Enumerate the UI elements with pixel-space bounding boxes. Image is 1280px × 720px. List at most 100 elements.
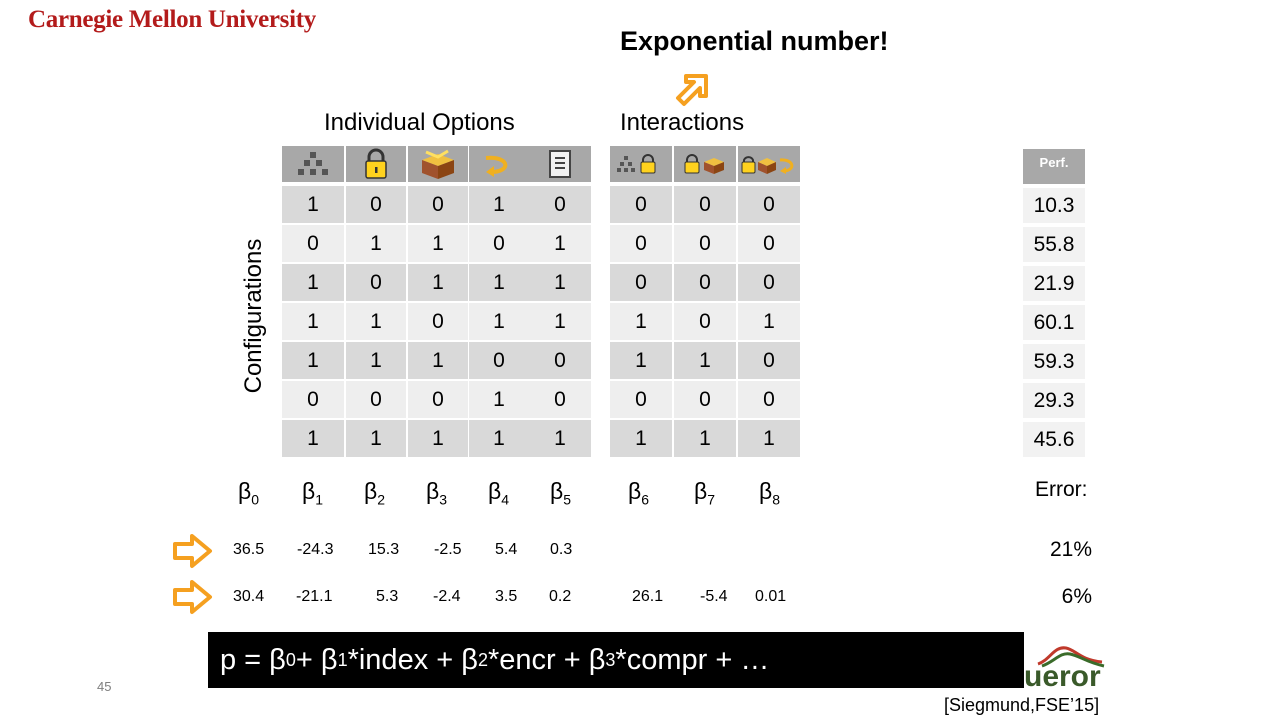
matrix-cell: 1 bbox=[469, 264, 529, 301]
beta-symbol: β bbox=[694, 478, 708, 504]
matrix-cell: 0 bbox=[738, 225, 800, 262]
lock-box-icon bbox=[684, 154, 724, 174]
beta-label: β7 bbox=[694, 478, 715, 508]
beta-index: 3 bbox=[439, 491, 448, 508]
matrix-cell: 0 bbox=[282, 225, 344, 262]
perf-value: 60.1 bbox=[1023, 305, 1085, 340]
beta-symbol: β bbox=[302, 478, 316, 504]
matrix-cell: 0 bbox=[674, 303, 736, 340]
matrix-cell: 1 bbox=[346, 225, 406, 262]
matrix-cell: 1 bbox=[282, 420, 344, 457]
model2-coefficient: 5.3 bbox=[376, 588, 399, 605]
matrix-cell: 1 bbox=[610, 303, 672, 340]
matrix-cell: 1 bbox=[610, 420, 672, 457]
beta-index: 4 bbox=[501, 491, 510, 508]
arrow-option-header bbox=[469, 146, 529, 182]
beta-index: 2 bbox=[377, 491, 386, 508]
arrow-icon bbox=[485, 155, 508, 177]
matrix-cell: 0 bbox=[529, 342, 591, 379]
formula-part: 3 bbox=[605, 649, 616, 670]
beta-label: β8 bbox=[759, 478, 780, 508]
interactions-label: Interactions bbox=[620, 109, 745, 136]
matrix-cell: 1 bbox=[408, 420, 468, 457]
matrix-cell: 0 bbox=[674, 381, 736, 418]
lock-box-interaction-header bbox=[674, 146, 736, 182]
document-icon bbox=[549, 150, 571, 178]
individual-options-label: Individual Options bbox=[324, 109, 515, 136]
model1-coefficient: 36.5 bbox=[233, 541, 265, 558]
formula-part: 0 bbox=[285, 649, 296, 670]
matrix-cell: 0 bbox=[346, 186, 406, 223]
model2-coefficient: 30.4 bbox=[233, 588, 265, 605]
tool-logo-text: ueror bbox=[1024, 660, 1101, 693]
model1-error: 21% bbox=[1049, 538, 1092, 561]
matrix-cell: 0 bbox=[529, 381, 591, 418]
beta-index: 7 bbox=[707, 491, 716, 508]
matrix-cell: 1 bbox=[674, 420, 736, 457]
matrix-cell: 0 bbox=[469, 225, 529, 262]
matrix-cell: 1 bbox=[282, 264, 344, 301]
matrix-cell: 1 bbox=[408, 225, 468, 262]
matrix-cell: 0 bbox=[408, 381, 468, 418]
model2-coefficient: -2.4 bbox=[433, 588, 461, 605]
matrix-cell: 1 bbox=[408, 342, 468, 379]
perf-value: 29.3 bbox=[1023, 383, 1085, 418]
matrix-cell: 0 bbox=[738, 381, 800, 418]
matrix-cell: 1 bbox=[674, 342, 736, 379]
matrix-cell: 1 bbox=[282, 186, 344, 223]
matrix-cell: 1 bbox=[469, 420, 529, 457]
matrix-cell: 1 bbox=[469, 303, 529, 340]
perf-value: 10.3 bbox=[1023, 188, 1085, 223]
university-logo: Carnegie Mellon University bbox=[28, 6, 316, 33]
beta-symbol: β bbox=[628, 478, 642, 504]
formula-part: 1 bbox=[337, 649, 348, 670]
matrix-cell: 1 bbox=[529, 303, 591, 340]
formula-prefix: p = β bbox=[220, 643, 286, 676]
lock-box-arrow-icon bbox=[741, 156, 794, 174]
matrix-cell: 0 bbox=[674, 264, 736, 301]
matrix-cell: 0 bbox=[408, 303, 468, 340]
encryption-option-header bbox=[346, 146, 406, 182]
model2-coefficient: -5.4 bbox=[700, 588, 728, 605]
beta-symbol: β bbox=[488, 478, 502, 504]
lock-box-arrow-interaction-header bbox=[738, 146, 800, 182]
index-icon bbox=[298, 152, 328, 175]
matrix-cell: 0 bbox=[529, 186, 591, 223]
matrix-cell: 1 bbox=[529, 264, 591, 301]
perf-value: 59.3 bbox=[1023, 344, 1085, 379]
matrix-cell: 0 bbox=[610, 381, 672, 418]
beta-symbol: β bbox=[238, 478, 252, 504]
box-icon bbox=[422, 149, 454, 179]
beta-index: 1 bbox=[315, 491, 324, 508]
matrix-cell: 1 bbox=[529, 225, 591, 262]
beta-symbol: β bbox=[550, 478, 564, 504]
matrix-cell: 1 bbox=[346, 342, 406, 379]
perf-header: Perf. bbox=[1023, 149, 1085, 184]
beta-label: β4 bbox=[488, 478, 509, 508]
configurations-label: Configurations bbox=[240, 238, 267, 394]
beta-index: 6 bbox=[641, 491, 650, 508]
formula-part: + β bbox=[295, 643, 338, 676]
matrix-cell: 1 bbox=[469, 186, 529, 223]
matrix-cell: 0 bbox=[674, 186, 736, 223]
matrix-cell: 1 bbox=[282, 303, 344, 340]
matrix-cell: 0 bbox=[469, 342, 529, 379]
perf-value: 55.8 bbox=[1023, 227, 1085, 262]
matrix-cell: 0 bbox=[346, 264, 406, 301]
matrix-cell: 0 bbox=[610, 186, 672, 223]
model1-coefficient: -24.3 bbox=[297, 541, 334, 558]
beta-label: β1 bbox=[302, 478, 323, 508]
arrow-right-icon bbox=[173, 580, 212, 614]
beta-index: 0 bbox=[251, 491, 260, 508]
beta-label: β0 bbox=[238, 478, 259, 508]
beta-symbol: β bbox=[426, 478, 440, 504]
matrix-cell: 1 bbox=[469, 381, 529, 418]
matrix-cell: 1 bbox=[346, 303, 406, 340]
lock-icon bbox=[365, 148, 387, 179]
matrix-cell: 1 bbox=[529, 420, 591, 457]
matrix-cell: 0 bbox=[674, 225, 736, 262]
formula-part: *index + β bbox=[347, 643, 478, 676]
beta-label: β3 bbox=[426, 478, 447, 508]
model1-coefficient: 5.4 bbox=[495, 541, 518, 558]
